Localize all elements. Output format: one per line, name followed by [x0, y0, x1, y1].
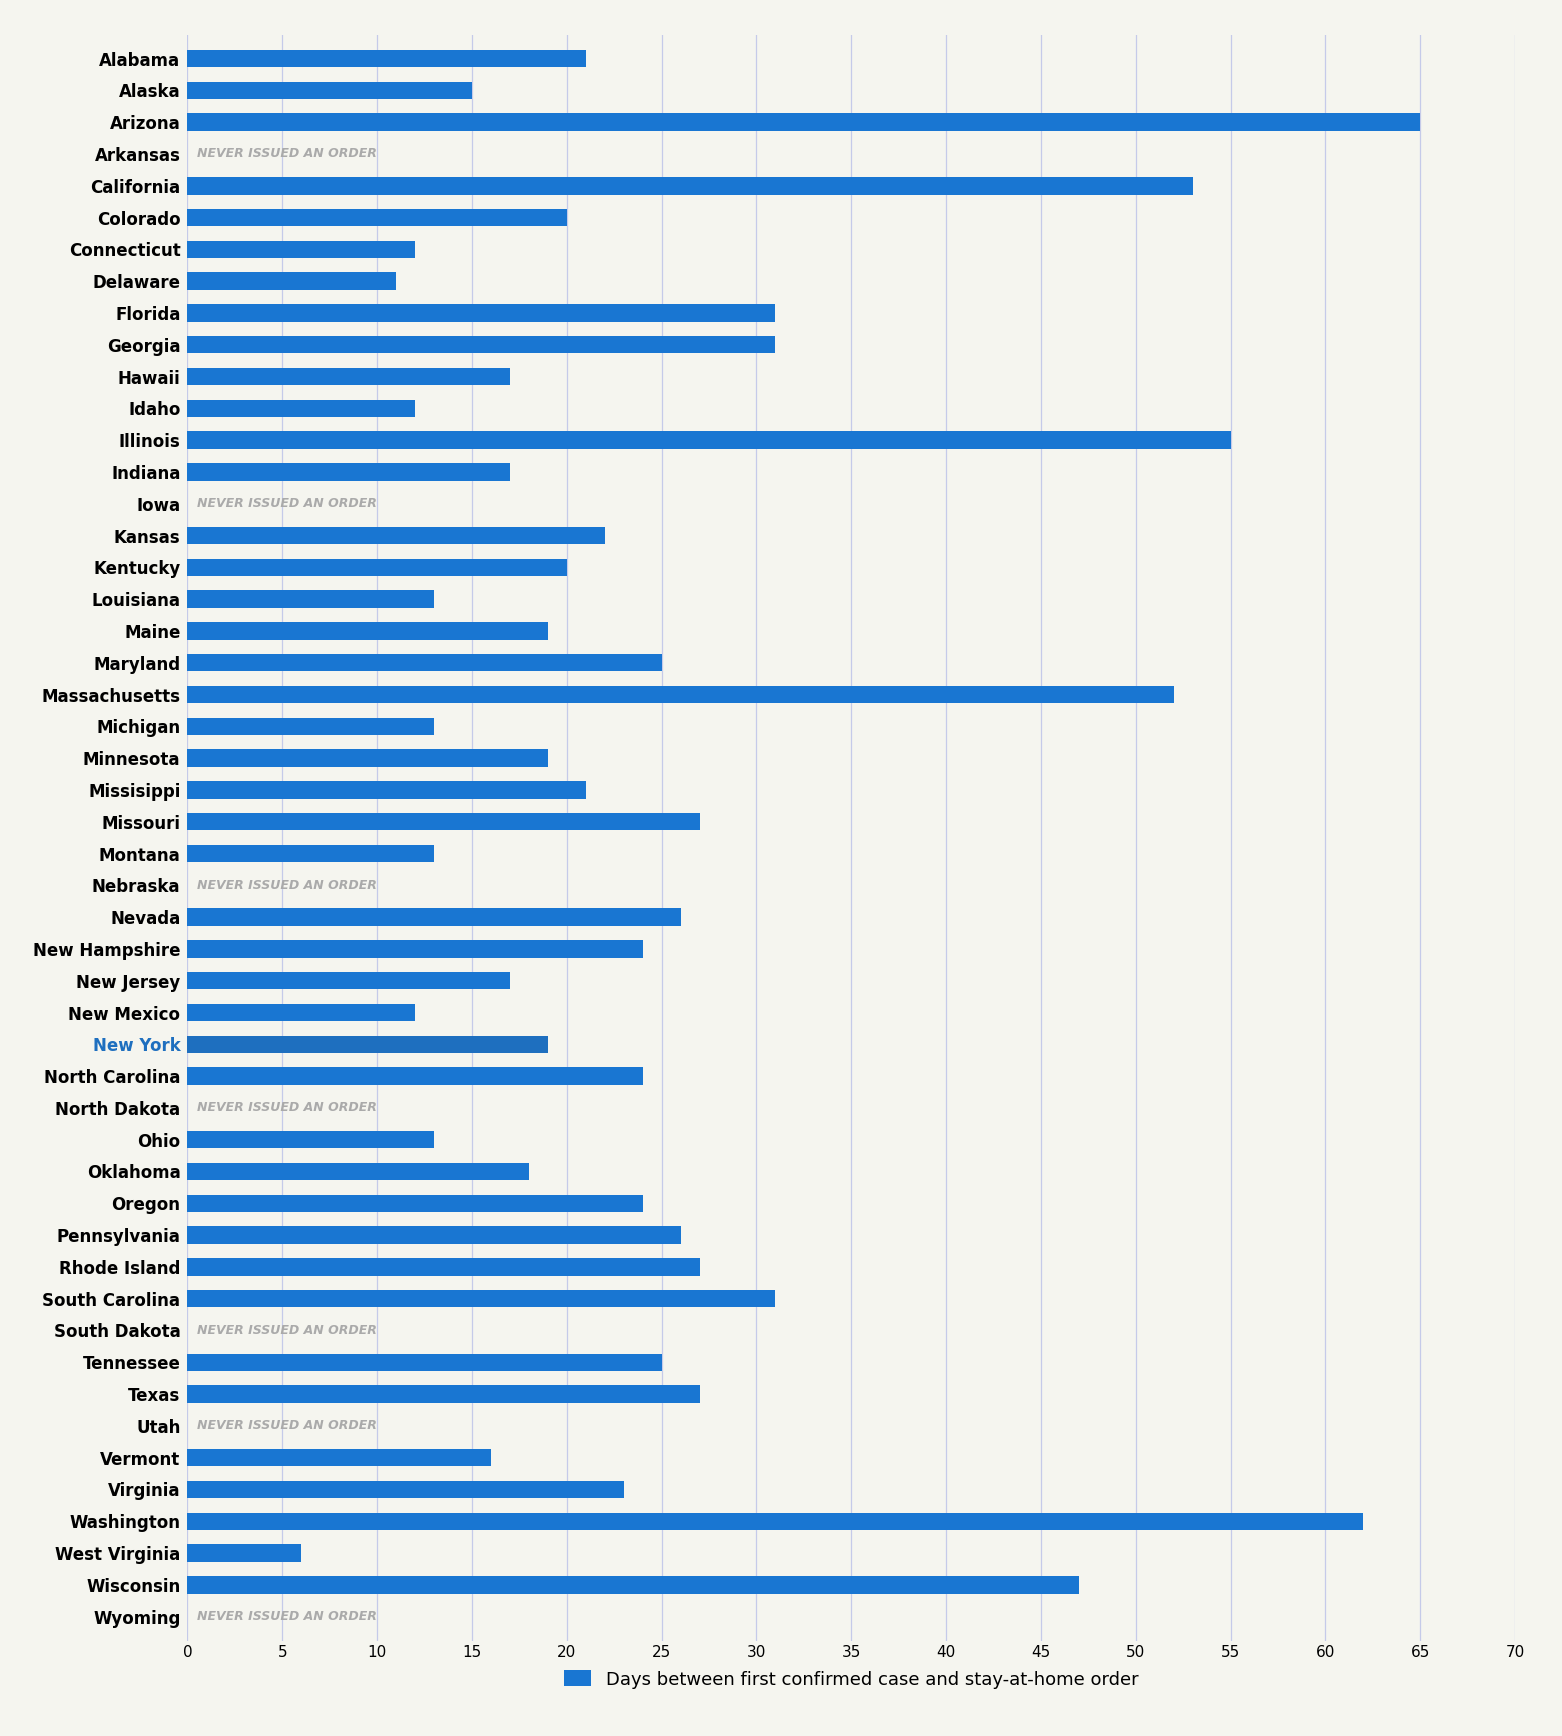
Bar	[187, 812, 700, 830]
Text: NEVER ISSUED AN ORDER: NEVER ISSUED AN ORDER	[197, 1611, 376, 1623]
Bar	[187, 908, 681, 925]
Bar	[187, 1163, 530, 1180]
Bar	[187, 781, 586, 799]
Bar	[187, 750, 548, 767]
Bar	[187, 1194, 642, 1212]
Bar	[187, 432, 1231, 450]
Bar	[187, 208, 567, 226]
Text: NEVER ISSUED AN ORDER: NEVER ISSUED AN ORDER	[197, 878, 376, 892]
Bar	[187, 1290, 775, 1307]
Bar	[187, 654, 662, 672]
Bar	[187, 941, 642, 958]
Bar	[187, 1481, 623, 1498]
Bar	[187, 621, 548, 639]
Text: NEVER ISSUED AN ORDER: NEVER ISSUED AN ORDER	[197, 496, 376, 510]
Bar	[187, 1354, 662, 1371]
Bar	[187, 1576, 1079, 1594]
Bar	[187, 1450, 490, 1467]
Bar	[187, 1259, 700, 1276]
Bar	[187, 559, 567, 576]
Bar	[187, 82, 472, 99]
Bar	[187, 1130, 434, 1149]
Bar	[187, 1226, 681, 1243]
Bar	[187, 1385, 700, 1403]
Bar	[187, 1003, 415, 1021]
Bar	[187, 1068, 642, 1085]
Bar	[187, 177, 1193, 194]
Bar	[187, 464, 509, 481]
Text: NEVER ISSUED AN ORDER: NEVER ISSUED AN ORDER	[197, 1101, 376, 1115]
Bar	[187, 1512, 1364, 1529]
Bar	[187, 972, 509, 990]
Bar	[187, 845, 434, 863]
Bar	[187, 1036, 548, 1054]
Text: NEVER ISSUED AN ORDER: NEVER ISSUED AN ORDER	[197, 148, 376, 160]
Bar	[187, 241, 415, 259]
Bar	[187, 304, 775, 321]
Text: NEVER ISSUED AN ORDER: NEVER ISSUED AN ORDER	[197, 1325, 376, 1337]
Bar	[187, 113, 1420, 130]
Text: NEVER ISSUED AN ORDER: NEVER ISSUED AN ORDER	[197, 1420, 376, 1432]
Bar	[187, 590, 434, 608]
Bar	[187, 50, 586, 68]
Bar	[187, 686, 1173, 703]
Bar	[187, 1545, 301, 1562]
Bar	[187, 273, 397, 290]
Legend: Days between first confirmed case and stay-at-home order: Days between first confirmed case and st…	[558, 1663, 1145, 1696]
Bar	[187, 399, 415, 417]
Bar	[187, 717, 434, 734]
Bar	[187, 337, 775, 354]
Bar	[187, 526, 604, 545]
Bar	[187, 368, 509, 385]
